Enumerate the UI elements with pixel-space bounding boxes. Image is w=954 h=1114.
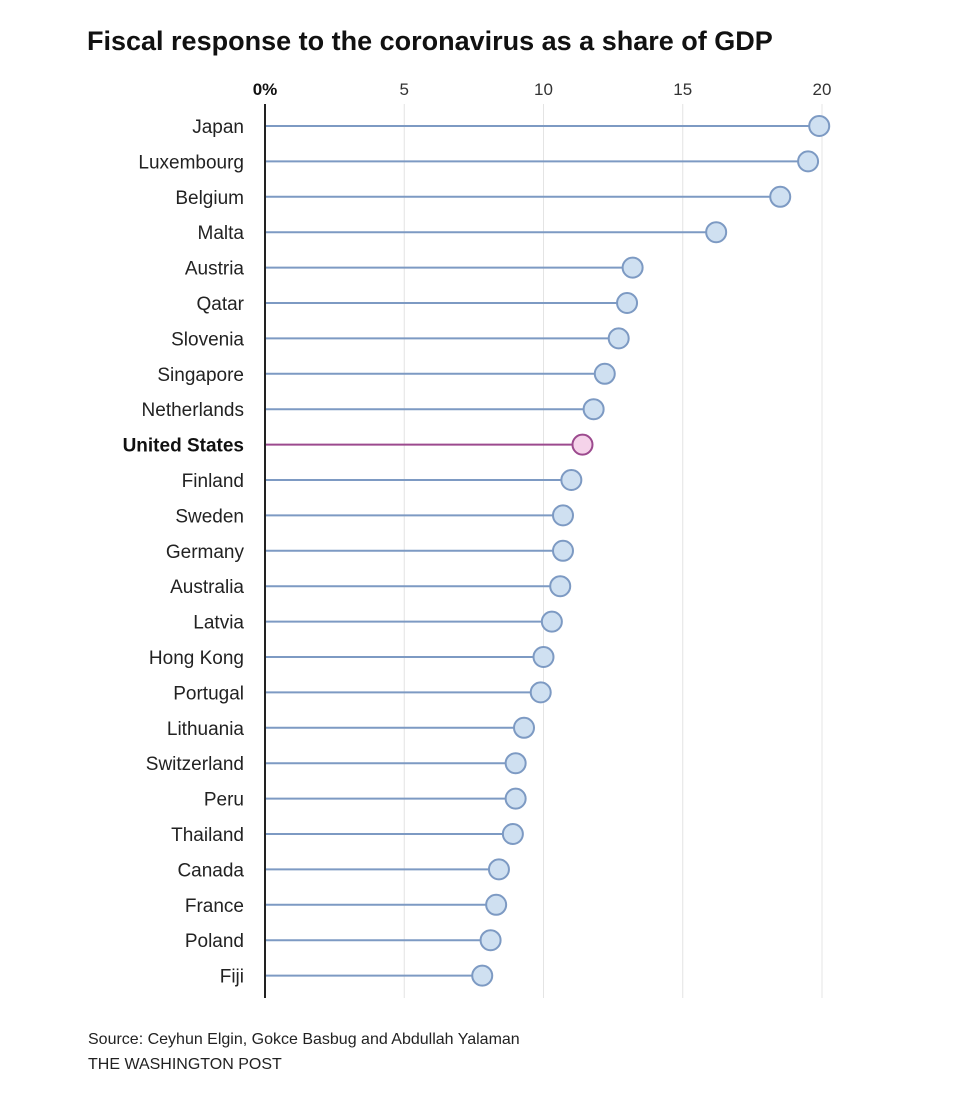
publisher-credit: THE WASHINGTON POST <box>88 1056 282 1073</box>
dot-fiji <box>471 964 494 987</box>
category-label-switzerland: Switzerland <box>146 754 244 775</box>
category-label-belgium: Belgium <box>175 188 244 209</box>
x-tick-label-10: 10 <box>534 80 553 99</box>
dot-sweden <box>551 504 574 527</box>
dot-latvia <box>540 610 563 633</box>
x-tick-label-15: 15 <box>673 80 692 99</box>
dot-thailand <box>501 823 524 845</box>
category-label-malta: Malta <box>198 223 245 244</box>
category-label-poland: Poland <box>185 931 244 952</box>
dot-peru <box>504 787 527 810</box>
dot-portugal <box>529 681 552 704</box>
dot-singapore <box>593 362 616 385</box>
dot-malta <box>705 221 728 244</box>
category-label-latvia: Latvia <box>193 613 244 634</box>
category-label-united-states: United States <box>123 436 244 457</box>
x-tick-label-5: 5 <box>400 80 409 99</box>
category-label-slovenia: Slovenia <box>171 329 244 350</box>
category-label-sweden: Sweden <box>175 506 244 527</box>
category-label-thailand: Thailand <box>171 825 244 846</box>
category-label-fiji: Fiji <box>220 967 244 988</box>
category-label-australia: Australia <box>170 577 244 598</box>
dot-qatar <box>616 292 639 314</box>
category-label-germany: Germany <box>166 542 245 563</box>
dot-lithuania <box>513 716 536 739</box>
dot-australia <box>549 575 572 598</box>
category-label-finland: Finland <box>182 471 244 492</box>
category-label-austria: Austria <box>185 259 245 280</box>
dot-france <box>485 893 508 916</box>
category-label-singapore: Singapore <box>157 365 244 386</box>
category-label-peru: Peru <box>204 790 244 811</box>
dot-netherlands <box>582 398 605 421</box>
category-label-qatar: Qatar <box>196 294 244 315</box>
x-tick-label-20: 20 <box>813 80 832 99</box>
category-label-luxembourg: Luxembourg <box>138 152 244 173</box>
dot-canada <box>487 858 510 881</box>
dot-belgium <box>769 185 792 208</box>
category-label-lithuania: Lithuania <box>167 719 245 740</box>
category-label-japan: Japan <box>192 117 244 138</box>
source-note: Source: Ceyhun Elgin, Gokce Basbug and A… <box>88 1031 520 1048</box>
category-label-netherlands: Netherlands <box>142 400 244 421</box>
dot-germany <box>551 539 574 562</box>
category-label-hong-kong: Hong Kong <box>149 648 244 669</box>
dot-austria <box>621 256 644 279</box>
dot-poland <box>479 929 502 952</box>
category-label-portugal: Portugal <box>173 683 244 704</box>
dot-united-states <box>571 433 594 456</box>
category-label-france: France <box>185 896 244 917</box>
dot-japan <box>808 115 831 137</box>
dot-switzerland <box>504 752 527 775</box>
dot-slovenia <box>607 327 630 350</box>
chart-title: Fiscal response to the coronavirus as a … <box>87 26 773 56</box>
dot-hong-kong <box>532 646 555 668</box>
dot-luxembourg <box>797 150 820 173</box>
x-tick-label-0: 0% <box>253 80 278 99</box>
category-label-canada: Canada <box>177 860 244 881</box>
dot-finland <box>560 469 583 491</box>
